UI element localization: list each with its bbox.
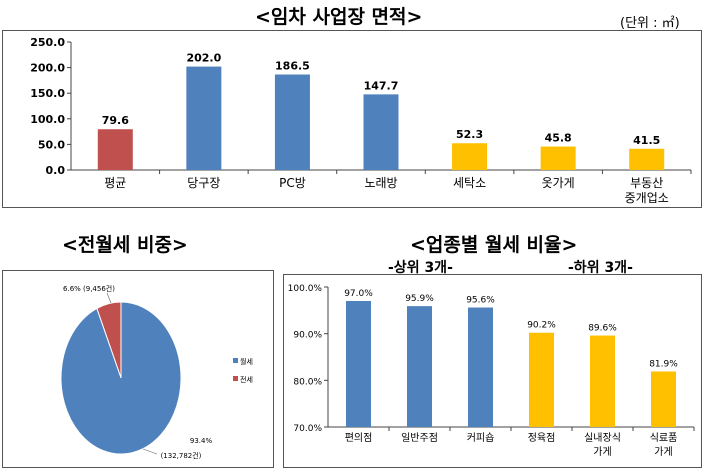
rent-category-label: 일반주점 (401, 432, 438, 444)
area-y-tick-label: 250.0 (30, 36, 65, 49)
rent-bar (590, 335, 615, 427)
pie-label-jeonse: 6.6% (9,456건) (63, 284, 115, 293)
rent-y-tick-label: 70.0% (293, 424, 322, 434)
rent-y-tick-label: 80.0% (293, 377, 322, 387)
bottom3-subtitle: -하위 3개- (568, 260, 633, 276)
rent-value-label: 89.6% (588, 324, 617, 334)
unit-label: (단위 : ㎡) (620, 16, 680, 31)
area-category-label: 부동산 (630, 176, 663, 190)
area-category-label: 옷가게 (542, 176, 575, 190)
rent-value-label: 95.6% (466, 296, 495, 306)
legend-swatch (233, 358, 238, 363)
area-y-tick-label: 200.0 (30, 62, 65, 75)
area-category-label: 노래방 (364, 176, 397, 190)
rent-category-label: 가게 (593, 446, 611, 458)
area-bar (274, 74, 310, 170)
rent-value-label: 81.9% (649, 359, 678, 369)
rent-category-label: 실내장식 (584, 432, 621, 444)
rent-bar (529, 332, 554, 427)
top3-subtitle: -상위 3개- (388, 260, 453, 276)
area-category-label: 세탁소 (453, 176, 486, 190)
legend-swatch (233, 376, 238, 381)
area-chart: 0.0 50.0 100.0 150.0 200.0 250.0 79.6 평균 202.0 당구… (30, 36, 692, 205)
rent-value-label: 90.2% (527, 321, 556, 331)
legend-label: 전세 (240, 375, 253, 384)
rent-category-label: 편의점 (345, 432, 373, 444)
area-bar (452, 143, 488, 170)
area-category-label: 평균 (104, 176, 126, 190)
area-value-label: 41.5 (633, 134, 660, 147)
rent-chart-panel: 70.0% 80.0% 90.0% 100.0% 97.0% 편의점 95.9% 일반주점 95… (283, 274, 702, 468)
rent-bar (346, 301, 371, 427)
area-value-label: 147.7 (364, 79, 399, 92)
area-category-label: 중개업소 (625, 191, 669, 205)
area-chart-panel: 0.0 50.0 100.0 150.0 200.0 250.0 79.6 평균 202.0 당구… (2, 30, 702, 208)
area-value-label: 45.8 (545, 132, 572, 145)
pie-label-wolse-pct: 93.4% (190, 437, 213, 445)
area-y-tick-label: 100.0 (30, 113, 65, 126)
rent-bar (407, 306, 432, 427)
pie-leader-jeonse (106, 292, 112, 304)
rent-category-label: 식료품 (650, 432, 678, 444)
rent-ratio-chart: 70.0% 80.0% 90.0% 100.0% 97.0% 편의점 95.9% 일반주점 95… (288, 284, 695, 458)
rent-bar (651, 371, 676, 427)
rent-value-label: 95.9% (405, 294, 434, 304)
area-bar (540, 146, 576, 170)
pie-label-wolse-count: (132,782건) (161, 451, 202, 460)
area-value-label: 186.5 (275, 60, 310, 73)
rent-chart-title: <업종별 월세 비율> (410, 234, 578, 256)
area-y-tick-label: 150.0 (30, 87, 65, 100)
rent-y-tick-label: 100.0% (288, 284, 323, 294)
area-category-label: PC방 (279, 176, 306, 190)
area-value-label: 79.6 (102, 114, 129, 127)
legend-label: 월세 (240, 357, 253, 366)
rent-value-label: 97.0% (344, 289, 373, 299)
rent-category-label: 커피숍 (467, 432, 495, 444)
pie-leader-wolse (142, 448, 158, 455)
area-category-label: 당구장 (187, 176, 220, 190)
area-bar (363, 94, 399, 170)
area-value-label: 52.3 (456, 128, 483, 141)
share-chart-title: <전월세 비중> (62, 234, 188, 256)
pie-slice-월세 (60, 301, 182, 455)
rent-category-label: 정육점 (528, 432, 556, 444)
area-bar (629, 148, 665, 170)
area-y-tick-label: 0.0 (46, 164, 66, 177)
rent-category-label: 가게 (654, 446, 672, 458)
rent-bar (468, 307, 493, 427)
area-y-tick-label: 50.0 (38, 138, 65, 151)
area-bar (97, 129, 133, 170)
area-value-label: 202.0 (186, 52, 221, 65)
rent-y-tick-label: 90.0% (293, 331, 322, 341)
area-chart-title: <임차 사업장 면적> (255, 6, 423, 28)
area-bar (186, 66, 222, 170)
